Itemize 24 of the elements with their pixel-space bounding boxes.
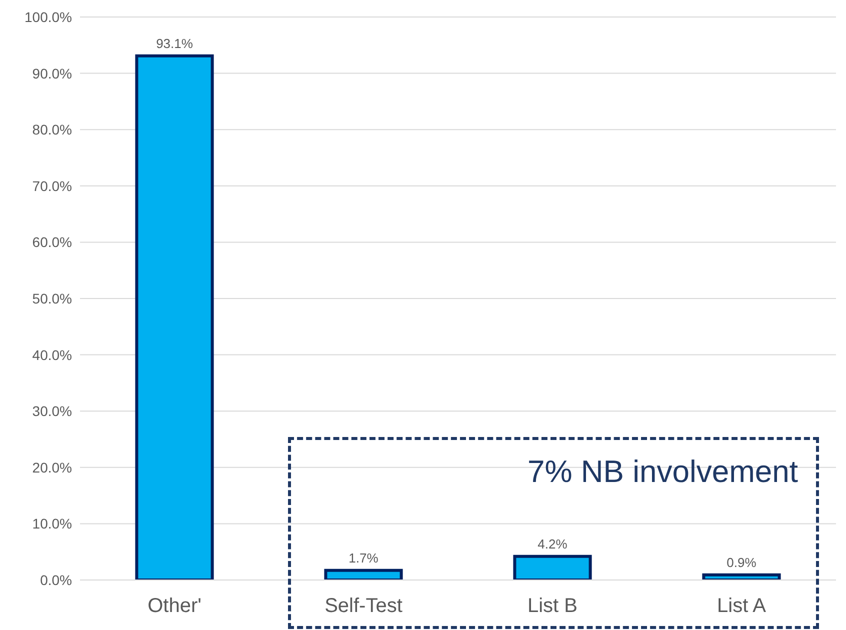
- y-tick-label: 80.0%: [32, 122, 72, 138]
- data-label: 4.2%: [538, 536, 568, 552]
- bar: [135, 54, 214, 580]
- y-tick-label: 50.0%: [32, 290, 72, 306]
- x-tick-label: List A: [717, 595, 767, 618]
- y-tick-label: 10.0%: [32, 516, 72, 532]
- x-tick-label: List B: [527, 595, 578, 618]
- annotation: 7% NB involvement: [527, 454, 798, 490]
- data-label: 1.7%: [348, 550, 379, 566]
- y-tick-label: 30.0%: [32, 403, 72, 420]
- y-tick-label: 0.0%: [40, 572, 72, 588]
- x-tick-label: Self-Test: [324, 595, 403, 618]
- data-label: 0.9%: [726, 554, 757, 570]
- bar: [513, 554, 592, 580]
- y-tick-label: 100.0%: [24, 8, 72, 25]
- data-label: 93.1%: [156, 36, 194, 51]
- y-tick-label: 70.0%: [32, 178, 72, 194]
- y-tick-label: 40.0%: [32, 346, 72, 363]
- x-tick-label: Other': [148, 595, 202, 618]
- bar: [702, 573, 781, 580]
- y-tick-label: 60.0%: [32, 234, 72, 250]
- y-tick-label: 20.0%: [32, 459, 72, 476]
- bar: [324, 568, 403, 580]
- y-tick-label: 90.0%: [32, 65, 72, 82]
